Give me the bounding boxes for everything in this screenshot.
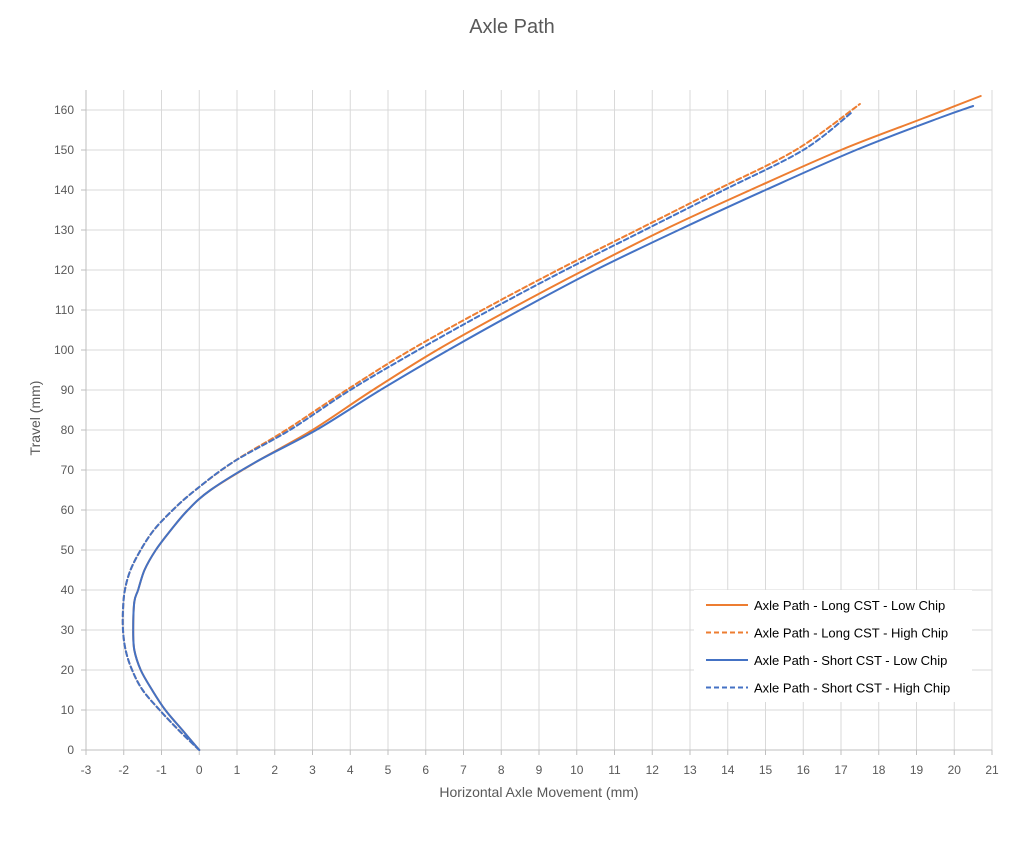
y-tick-label: 90 <box>61 383 75 397</box>
x-tick-label: -2 <box>118 763 129 777</box>
y-tick-label: 80 <box>61 423 75 437</box>
chart-title: Axle Path <box>469 16 555 38</box>
x-tick-label: 3 <box>309 763 316 777</box>
y-tick-label: 70 <box>61 463 75 477</box>
x-tick-label: -3 <box>81 763 92 777</box>
series-lines <box>121 95 982 751</box>
y-tick-label: 160 <box>54 103 74 117</box>
y-tick-labels: 0 10 20 30 40 50 60 70 80 90 100 110 120 130 140 150 160 <box>54 103 74 757</box>
x-tick-label: 10 <box>570 763 584 777</box>
x-tick-label: 5 <box>385 763 392 777</box>
x-tick-label: 17 <box>834 763 848 777</box>
x-tick-label: 4 <box>347 763 354 777</box>
x-tick-labels: -3 -2 -1 0 1 2 3 4 5 6 7 8 9 10 11 12 13 14 15 16 17 18 19 20 21 <box>81 763 999 777</box>
x-tick-label: 20 <box>948 763 962 777</box>
x-tick-label: 13 <box>683 763 697 777</box>
y-tick-label: 110 <box>55 303 74 317</box>
y-tick-label: 40 <box>61 583 75 597</box>
y-tick-label: 50 <box>61 543 75 557</box>
y-tick-label: 20 <box>61 663 75 677</box>
legend-label: Axle Path - Short CST - Low Chip <box>754 653 947 668</box>
x-tick-label: 18 <box>872 763 886 777</box>
x-tick-label: 6 <box>422 763 429 777</box>
x-tick-label: 2 <box>271 763 278 777</box>
y-tick-label: 60 <box>61 503 75 517</box>
x-tick-label: 9 <box>536 763 543 777</box>
legend-label: Axle Path - Short CST - High Chip <box>754 681 950 696</box>
y-tick-label: 120 <box>54 263 74 277</box>
y-tick-label: 30 <box>61 623 75 637</box>
x-axis-title: Horizontal Axle Movement (mm) <box>439 784 638 800</box>
x-tick-label: 14 <box>721 763 735 777</box>
legend-background <box>694 590 972 702</box>
legend-label: Axle Path - Long CST - Low Chip <box>754 598 945 613</box>
legend-items: Axle Path - Long CST - Low Chip Axle Path… <box>706 598 950 696</box>
y-tick-label: 10 <box>61 703 75 717</box>
x-tick-label: 21 <box>985 763 999 777</box>
x-tick-label: 1 <box>234 763 241 777</box>
legend: Axle Path - Long CST - Low Chip Axle Path… <box>694 590 972 702</box>
x-tick-label: 12 <box>646 763 660 777</box>
series-line-axle-path-short-cst-high-chip <box>121 111 854 751</box>
y-tick-label: 140 <box>54 183 74 197</box>
y-tick-label: 0 <box>67 743 74 757</box>
axes <box>81 90 993 755</box>
x-tick-label: 19 <box>910 763 924 777</box>
x-tick-label: 7 <box>460 763 467 777</box>
y-axis-title: Travel (mm) <box>27 381 43 456</box>
x-tick-label: -1 <box>156 763 167 777</box>
y-tick-label: 150 <box>54 143 74 157</box>
x-tick-label: 15 <box>759 763 773 777</box>
x-tick-label: 11 <box>608 763 621 777</box>
x-tick-label: 0 <box>196 763 203 777</box>
x-tick-label: 16 <box>797 763 811 777</box>
legend-label: Axle Path - Long CST - High Chip <box>754 626 948 641</box>
y-tick-label: 130 <box>54 223 74 237</box>
series-line-axle-path-short-cst-low-chip <box>132 105 975 751</box>
x-tick-label: 8 <box>498 763 505 777</box>
y-tick-label: 100 <box>54 343 74 357</box>
